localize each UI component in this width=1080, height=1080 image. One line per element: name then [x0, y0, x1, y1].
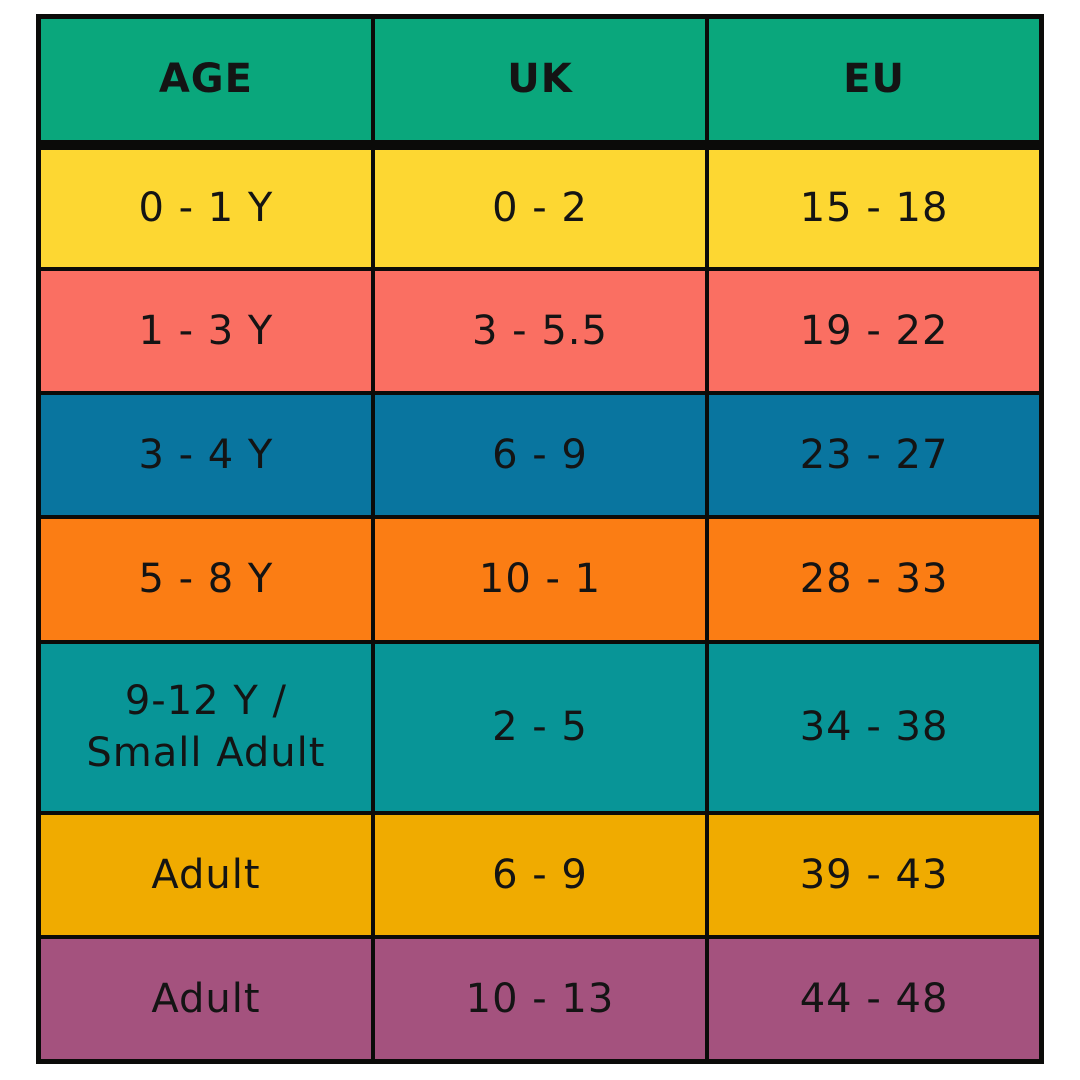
uk-cell: 3 - 5.5	[370, 266, 710, 396]
table-row: 3 - 4 Y 6 - 9 23 - 27	[36, 391, 1044, 520]
eu-cell: 23 - 27	[705, 391, 1044, 520]
eu-cell: 34 - 38	[705, 639, 1044, 815]
age-cell: 1 - 3 Y	[36, 266, 375, 396]
header-row: AGE UK EU	[36, 14, 1044, 150]
uk-cell: 6 - 9	[370, 391, 710, 520]
uk-cell: 6 - 9	[370, 810, 710, 940]
table-row: 9-12 Y / Small Adult 2 - 5 34 - 38	[36, 639, 1044, 815]
eu-cell: 39 - 43	[705, 810, 1044, 940]
header-cell-uk: UK	[370, 14, 710, 150]
table-row: Adult 6 - 9 39 - 43	[36, 810, 1044, 940]
age-cell: 9-12 Y / Small Adult	[36, 639, 375, 815]
uk-cell: 0 - 2	[370, 142, 710, 271]
eu-cell: 44 - 48	[705, 935, 1044, 1064]
age-cell: Adult	[36, 810, 375, 940]
header-cell-eu: EU	[705, 14, 1044, 150]
uk-cell: 10 - 13	[370, 935, 710, 1064]
table-row: 1 - 3 Y 3 - 5.5 19 - 22	[36, 266, 1044, 396]
eu-cell: 15 - 18	[705, 142, 1044, 271]
table-row: 5 - 8 Y 10 - 1 28 - 33	[36, 515, 1044, 644]
header-cell-age: AGE	[36, 14, 375, 150]
eu-cell: 19 - 22	[705, 266, 1044, 396]
age-cell: Adult	[36, 935, 375, 1064]
uk-cell: 10 - 1	[370, 515, 710, 644]
size-conversion-table: AGE UK EU 0 - 1 Y 0 - 2 15 - 18 1 - 3 Y …	[36, 14, 1044, 1064]
uk-cell: 2 - 5	[370, 639, 710, 815]
eu-cell: 28 - 33	[705, 515, 1044, 644]
age-cell: 3 - 4 Y	[36, 391, 375, 520]
age-cell: 0 - 1 Y	[36, 142, 375, 271]
table-row: Adult 10 - 13 44 - 48	[36, 935, 1044, 1064]
age-cell: 5 - 8 Y	[36, 515, 375, 644]
table-row: 0 - 1 Y 0 - 2 15 - 18	[36, 142, 1044, 271]
